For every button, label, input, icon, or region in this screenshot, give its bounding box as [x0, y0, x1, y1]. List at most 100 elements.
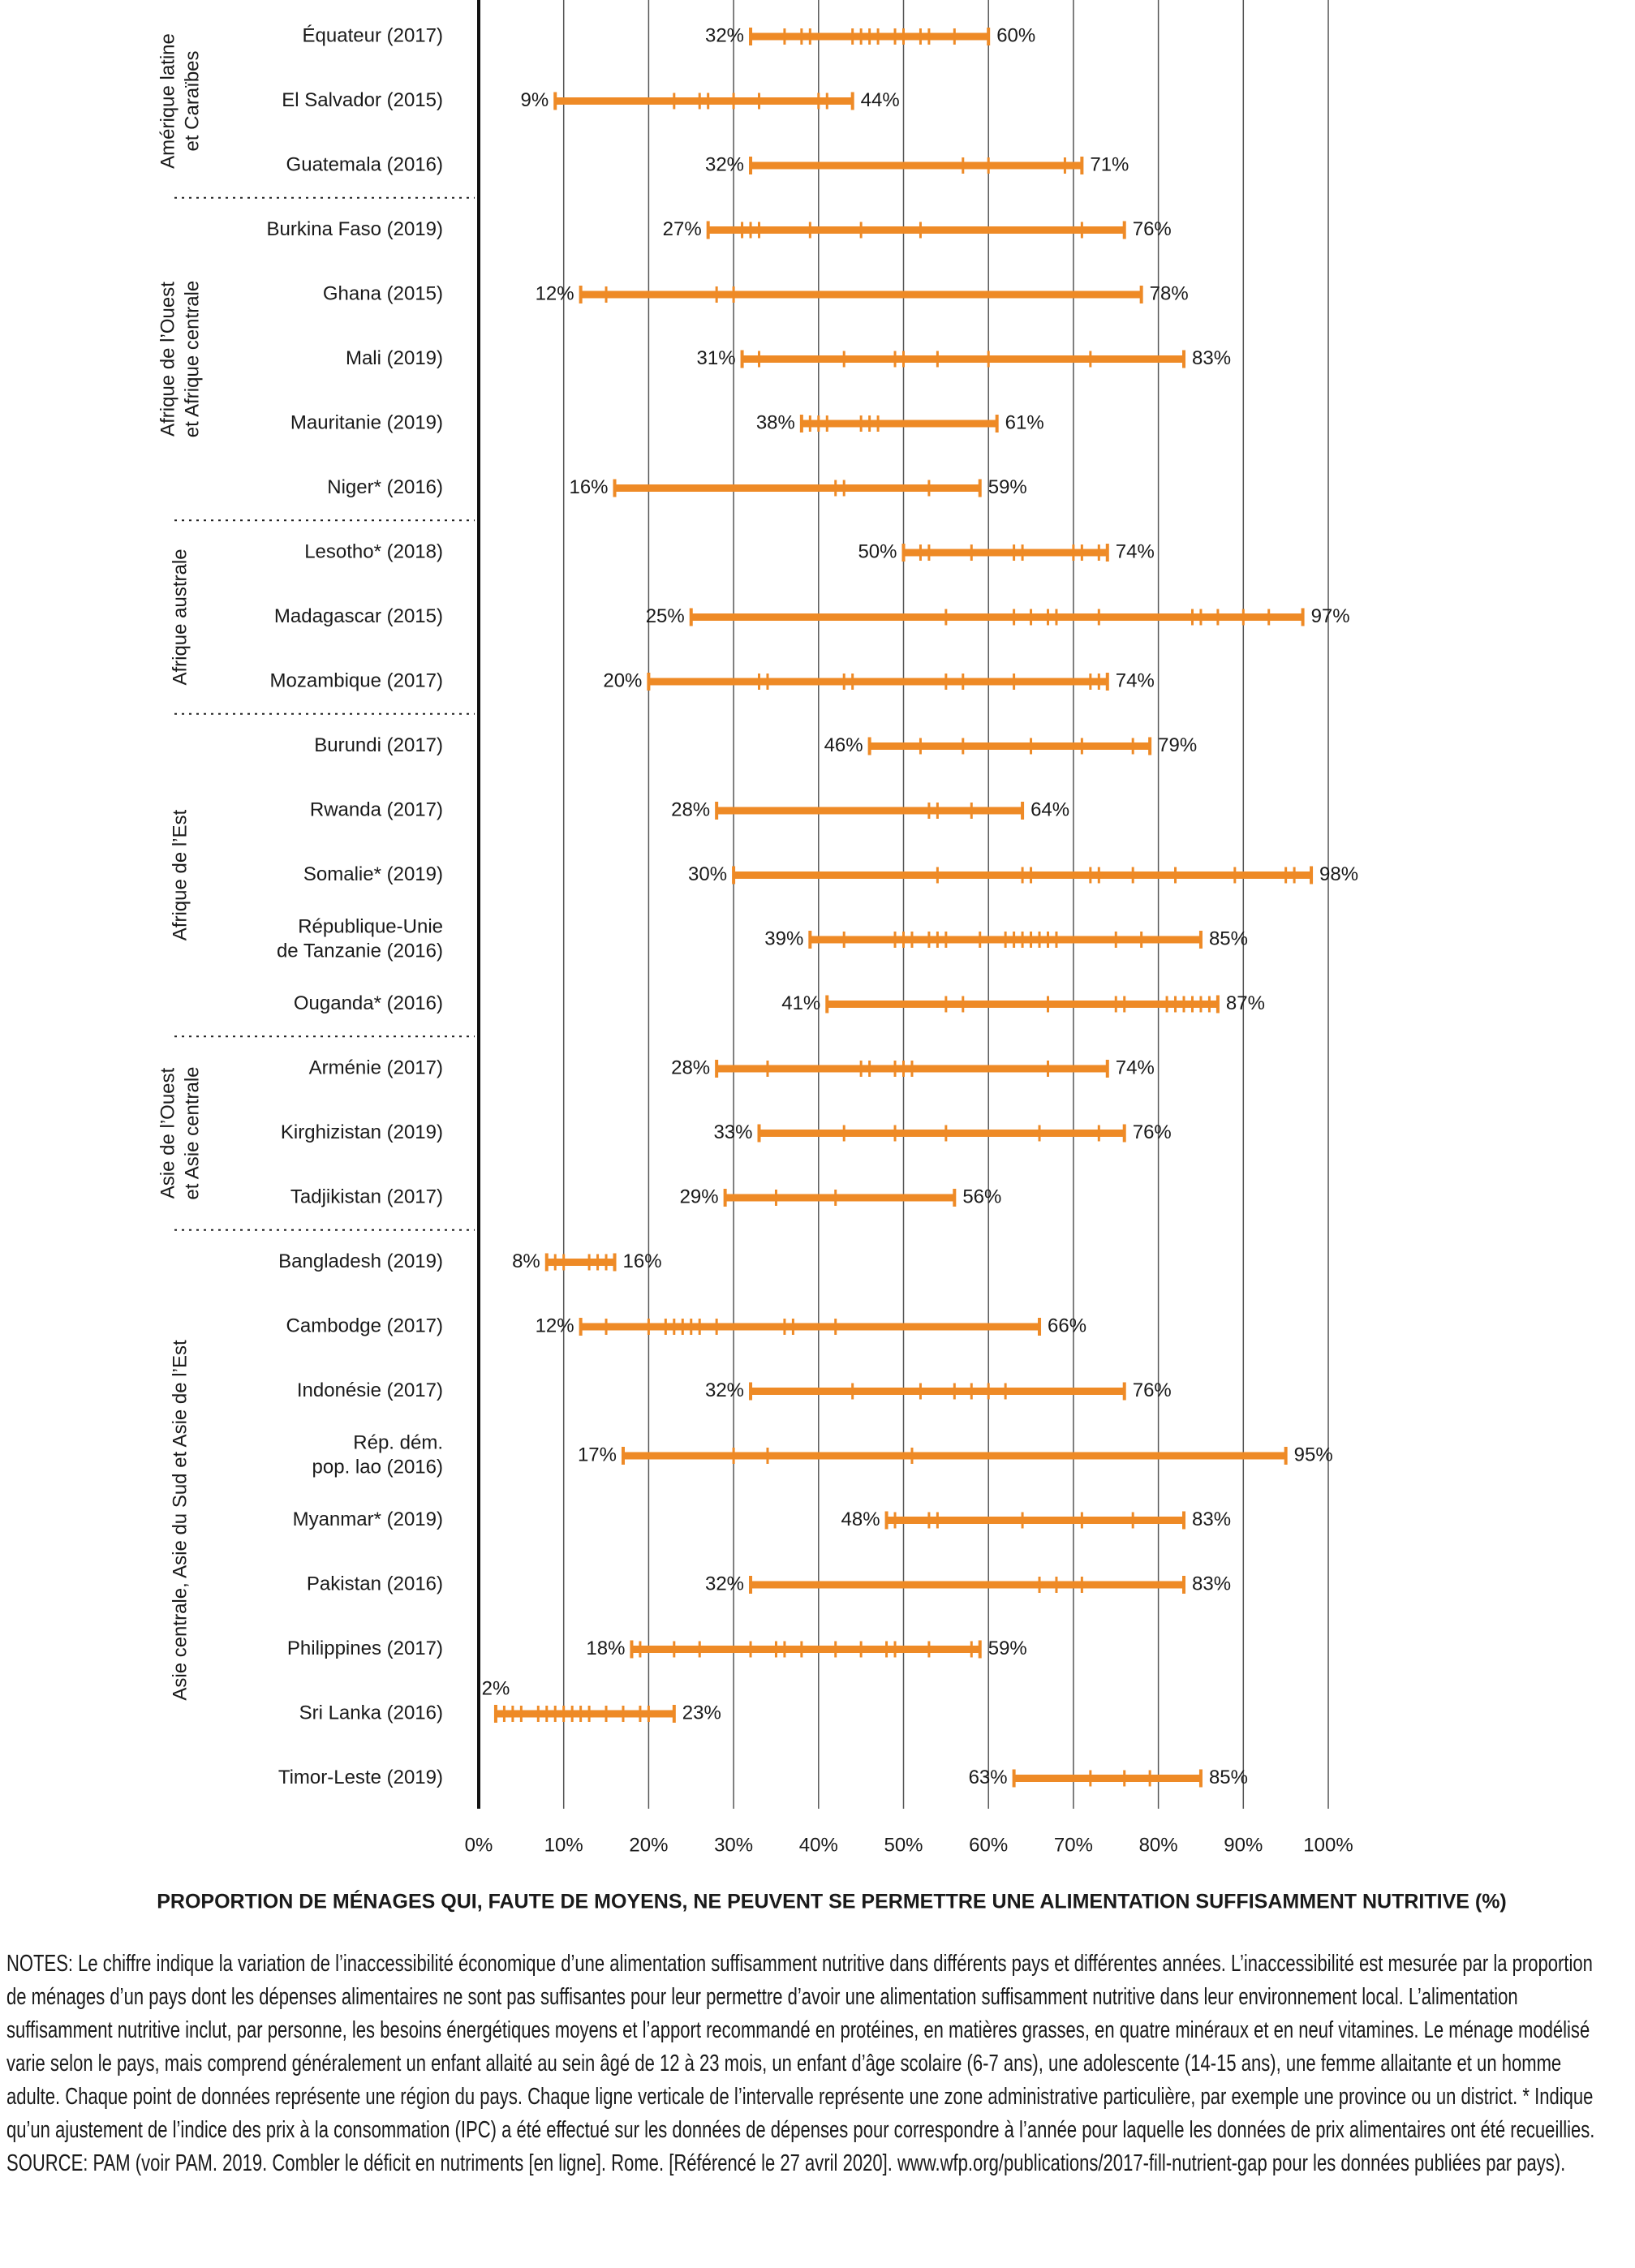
- x-tick-label: 0%: [465, 1834, 493, 1856]
- notes: NOTES: Le chiffre indique la variation d…: [6, 1947, 1610, 2180]
- category-label: Mozambique (2017): [270, 669, 443, 691]
- group-label: et Caraïbes: [181, 50, 203, 151]
- max-value-label: 16%: [623, 1250, 662, 1272]
- min-value-label: 20%: [603, 669, 642, 691]
- min-value-label: 63%: [969, 1767, 1008, 1788]
- max-value-label: 76%: [1133, 1379, 1172, 1401]
- category-label: Pakistan (2016): [307, 1573, 443, 1594]
- category-label: Philippines (2017): [287, 1638, 443, 1659]
- group-label: et Asie centrale: [181, 1066, 203, 1199]
- min-value-label: 50%: [858, 540, 897, 562]
- category-label: pop. lao (2016): [312, 1456, 443, 1478]
- group-label: Afrique de l’Ouest: [157, 282, 179, 437]
- max-value-label: 98%: [1319, 863, 1358, 885]
- min-value-label: 32%: [705, 24, 744, 46]
- x-tick-label: 90%: [1224, 1834, 1263, 1856]
- category-label: Équateur (2017): [303, 24, 443, 46]
- max-value-label: 23%: [682, 1702, 721, 1724]
- min-value-label: 9%: [521, 89, 549, 111]
- category-label: Ghana (2015): [323, 282, 443, 304]
- min-value-label: 29%: [680, 1186, 719, 1207]
- max-value-label: 87%: [1226, 992, 1265, 1014]
- category-label: de Tanzanie (2016): [277, 940, 443, 962]
- min-value-label: 18%: [586, 1638, 625, 1659]
- min-value-label: 8%: [512, 1250, 540, 1272]
- category-label: Arménie (2017): [309, 1057, 443, 1078]
- min-value-label: 32%: [705, 1573, 744, 1594]
- max-value-label: 79%: [1158, 734, 1197, 756]
- max-value-label: 56%: [962, 1186, 1001, 1207]
- min-value-label: 31%: [697, 347, 736, 369]
- max-value-label: 83%: [1192, 1508, 1231, 1530]
- category-label: Guatemala (2016): [286, 153, 443, 175]
- category-label: Bangladesh (2019): [278, 1250, 443, 1272]
- category-label: Cambodge (2017): [286, 1315, 443, 1336]
- category-label: Tadjikistan (2017): [290, 1186, 443, 1207]
- min-value-label: 32%: [705, 1379, 744, 1401]
- category-label: Madagascar (2015): [274, 605, 443, 627]
- category-label: Indonésie (2017): [297, 1379, 443, 1401]
- group-label: Afrique australe: [169, 549, 191, 685]
- category-label: Burundi (2017): [314, 734, 443, 756]
- min-value-label: 30%: [688, 863, 727, 885]
- min-value-label: 38%: [756, 411, 795, 433]
- max-value-label: 60%: [996, 24, 1035, 46]
- min-value-label: 25%: [646, 605, 685, 627]
- max-value-label: 83%: [1192, 1573, 1231, 1594]
- x-tick-label: 40%: [799, 1834, 838, 1856]
- category-label: Kirghizistan (2019): [281, 1121, 443, 1143]
- min-value-label: 2%: [482, 1677, 510, 1699]
- x-tick-label: 30%: [714, 1834, 753, 1856]
- x-tick-label: 100%: [1303, 1834, 1353, 1856]
- max-value-label: 71%: [1090, 153, 1129, 175]
- min-value-label: 28%: [671, 798, 710, 820]
- max-value-label: 44%: [861, 89, 900, 111]
- x-tick-label: 10%: [544, 1834, 583, 1856]
- max-value-label: 83%: [1192, 347, 1231, 369]
- min-value-label: 41%: [781, 992, 820, 1014]
- max-value-label: 66%: [1048, 1315, 1086, 1336]
- notes-text: NOTES: Le chiffre indique la variation d…: [6, 1951, 1595, 2143]
- min-value-label: 46%: [824, 734, 863, 756]
- category-label: Burkina Faso (2019): [267, 218, 443, 240]
- min-value-label: 48%: [841, 1508, 880, 1530]
- group-label: Amérique latine: [157, 33, 179, 169]
- x-tick-label: 50%: [884, 1834, 923, 1856]
- category-label: Ouganda* (2016): [294, 992, 443, 1014]
- max-value-label: 59%: [988, 1638, 1027, 1659]
- chart: PROPORTION DE MÉNAGES QUI, FAUTE DE MOYE…: [157, 0, 1507, 1913]
- x-axis-title: PROPORTION DE MÉNAGES QUI, FAUTE DE MOYE…: [157, 1890, 1507, 1913]
- source-text: SOURCE: PAM (voir PAM. 2019. Combler le …: [6, 2150, 1566, 2176]
- max-value-label: 76%: [1133, 218, 1172, 240]
- category-label: Rwanda (2017): [310, 798, 443, 820]
- max-value-label: 74%: [1116, 540, 1155, 562]
- max-value-label: 59%: [988, 476, 1027, 498]
- min-value-label: 12%: [536, 1315, 574, 1336]
- group-label: et Afrique centrale: [181, 281, 203, 437]
- max-value-label: 85%: [1209, 1767, 1248, 1788]
- min-value-label: 27%: [663, 218, 702, 240]
- category-label: Rép. dém.: [353, 1431, 443, 1453]
- group-label: Asie de l’Ouest: [157, 1067, 179, 1199]
- min-value-label: 12%: [536, 282, 574, 304]
- x-tick-label: 60%: [969, 1834, 1008, 1856]
- max-value-label: 97%: [1311, 605, 1350, 627]
- x-tick-label: 20%: [629, 1834, 668, 1856]
- min-value-label: 32%: [705, 153, 744, 175]
- max-value-label: 74%: [1116, 669, 1155, 691]
- min-value-label: 16%: [569, 476, 608, 498]
- min-value-label: 17%: [578, 1444, 617, 1465]
- min-value-label: 33%: [713, 1121, 752, 1143]
- group-label: Asie centrale, Asie du Sud et Asie de l’…: [169, 1340, 191, 1701]
- category-label: Mauritanie (2019): [290, 411, 443, 433]
- group-label: Afrique de l’Est: [169, 809, 191, 940]
- max-value-label: 85%: [1209, 927, 1248, 949]
- category-label: Timor-Leste (2019): [278, 1767, 443, 1788]
- x-tick-label: 80%: [1139, 1834, 1178, 1856]
- category-label: Myanmar* (2019): [293, 1508, 443, 1530]
- category-label: Sri Lanka (2016): [299, 1702, 443, 1724]
- category-label: République-Unie: [298, 915, 443, 937]
- max-value-label: 74%: [1116, 1057, 1155, 1078]
- max-value-label: 61%: [1005, 411, 1044, 433]
